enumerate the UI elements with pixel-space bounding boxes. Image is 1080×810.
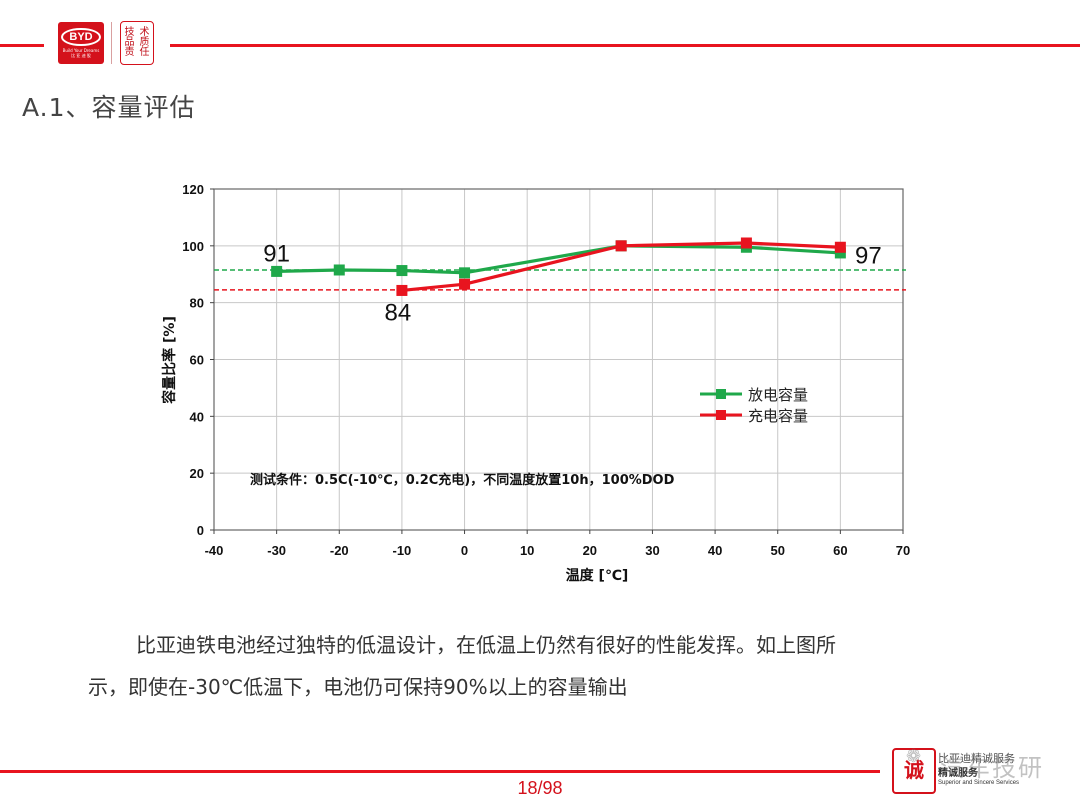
seal-char: 质	[139, 37, 150, 48]
header-rule-right	[170, 44, 1080, 47]
data-point	[396, 265, 408, 277]
x-tick-label: 0	[461, 543, 468, 558]
x-tick-label: -30	[267, 543, 286, 558]
x-axis-title: 温度 [℃]	[566, 567, 629, 584]
data-point	[834, 247, 846, 259]
x-tick-label: -20	[330, 543, 349, 558]
legend-marker-charge	[716, 410, 726, 420]
seal-char: 任	[139, 47, 150, 58]
legend-marker-discharge	[716, 389, 726, 399]
seal-char: 责	[124, 47, 135, 58]
seal-char: 品	[124, 37, 135, 48]
footer-rule	[0, 770, 880, 773]
y-tick-label: 120	[182, 182, 204, 197]
y-tick-label: 40	[190, 409, 204, 424]
data-point	[396, 284, 408, 296]
x-tick-label: 50	[770, 543, 784, 558]
service-brand-en: Superior and Sincere Services	[938, 780, 1020, 786]
data-point	[333, 264, 345, 276]
seal-char: 术	[139, 27, 150, 38]
data-label: 84	[385, 299, 412, 326]
page-number: 18/98	[517, 778, 563, 798]
byd-logo-mark: BYD	[61, 28, 101, 46]
y-tick-label: 0	[197, 523, 204, 538]
data-point	[459, 267, 471, 279]
sincere-service-seal: 诚	[892, 748, 936, 794]
data-point	[834, 241, 846, 253]
data-point	[615, 240, 627, 252]
y-axis-title: 容量比率 [%]	[161, 316, 178, 405]
chart-legend: 放电容量 充电容量	[700, 386, 808, 425]
byd-logo-sub: 比 亚 迪 股	[71, 53, 91, 58]
y-tick-label: 100	[182, 239, 204, 254]
x-tick-label: -10	[393, 543, 412, 558]
y-tick-label: 60	[190, 353, 204, 368]
legend-label-discharge: 放电容量	[748, 386, 808, 404]
chart-series	[271, 237, 846, 296]
x-tick-label: 40	[708, 543, 722, 558]
legend-label-charge: 充电容量	[748, 407, 808, 425]
y-tick-label: 20	[190, 466, 204, 481]
wechat-icon: ❁	[906, 746, 922, 767]
x-tick-label: 10	[520, 543, 534, 558]
body-paragraph: 比亚迪铁电池经过独特的低温设计，在低温上仍然有很好的性能发挥。如上图所 示，即使…	[88, 624, 988, 708]
service-brand: 精诚服务	[938, 768, 978, 779]
logo-divider	[111, 22, 112, 64]
x-tick-label: 30	[645, 543, 659, 558]
data-label: 97	[855, 242, 882, 269]
body-line-2: 示，即使在-30℃低温下，电池仍可保持90%以上的容量输出	[88, 675, 628, 699]
axis-ticks: -40 -30 -20 -10 0 10 20 30 40 50 60 70 0 20 40 60 80 100 1…	[182, 182, 910, 558]
seal-char: 技	[124, 27, 135, 38]
header-rule-left	[0, 44, 44, 47]
data-point	[271, 265, 283, 277]
x-tick-label: -40	[205, 543, 224, 558]
y-tick-label: 80	[190, 296, 204, 311]
x-tick-label: 20	[583, 543, 597, 558]
x-tick-label: 70	[896, 543, 910, 558]
data-point	[459, 278, 471, 290]
data-point	[740, 237, 752, 249]
byd-logo-tagline: Build Your Dreams	[62, 48, 100, 53]
capacity-chart: -40 -30 -20 -10 0 10 20 30 40 50 60 70 0 20 40 60 80 100 1…	[161, 182, 910, 584]
slide-title: A.1、容量评估	[22, 93, 196, 122]
data-label: 91	[263, 240, 290, 267]
chart-annotations: 91 84 97	[263, 240, 881, 326]
body-line-1: 比亚迪铁电池经过独特的低温设计，在低温上仍然有很好的性能发挥。如上图所	[136, 633, 836, 657]
watermark-text: 汽车技研	[940, 754, 1044, 782]
x-tick-label: 60	[833, 543, 847, 558]
test-condition-note: 测试条件：0.5C(-10℃，0.2C充电)，不同温度放置10h，100%DOD	[250, 472, 675, 488]
quality-seal-logo: 技 术 品 质 责 任	[120, 21, 154, 65]
service-brand-sub: 比亚迪精诚服务	[938, 752, 1015, 765]
byd-logo: BYD Build Your Dreams 比 亚 迪 股	[58, 22, 104, 64]
